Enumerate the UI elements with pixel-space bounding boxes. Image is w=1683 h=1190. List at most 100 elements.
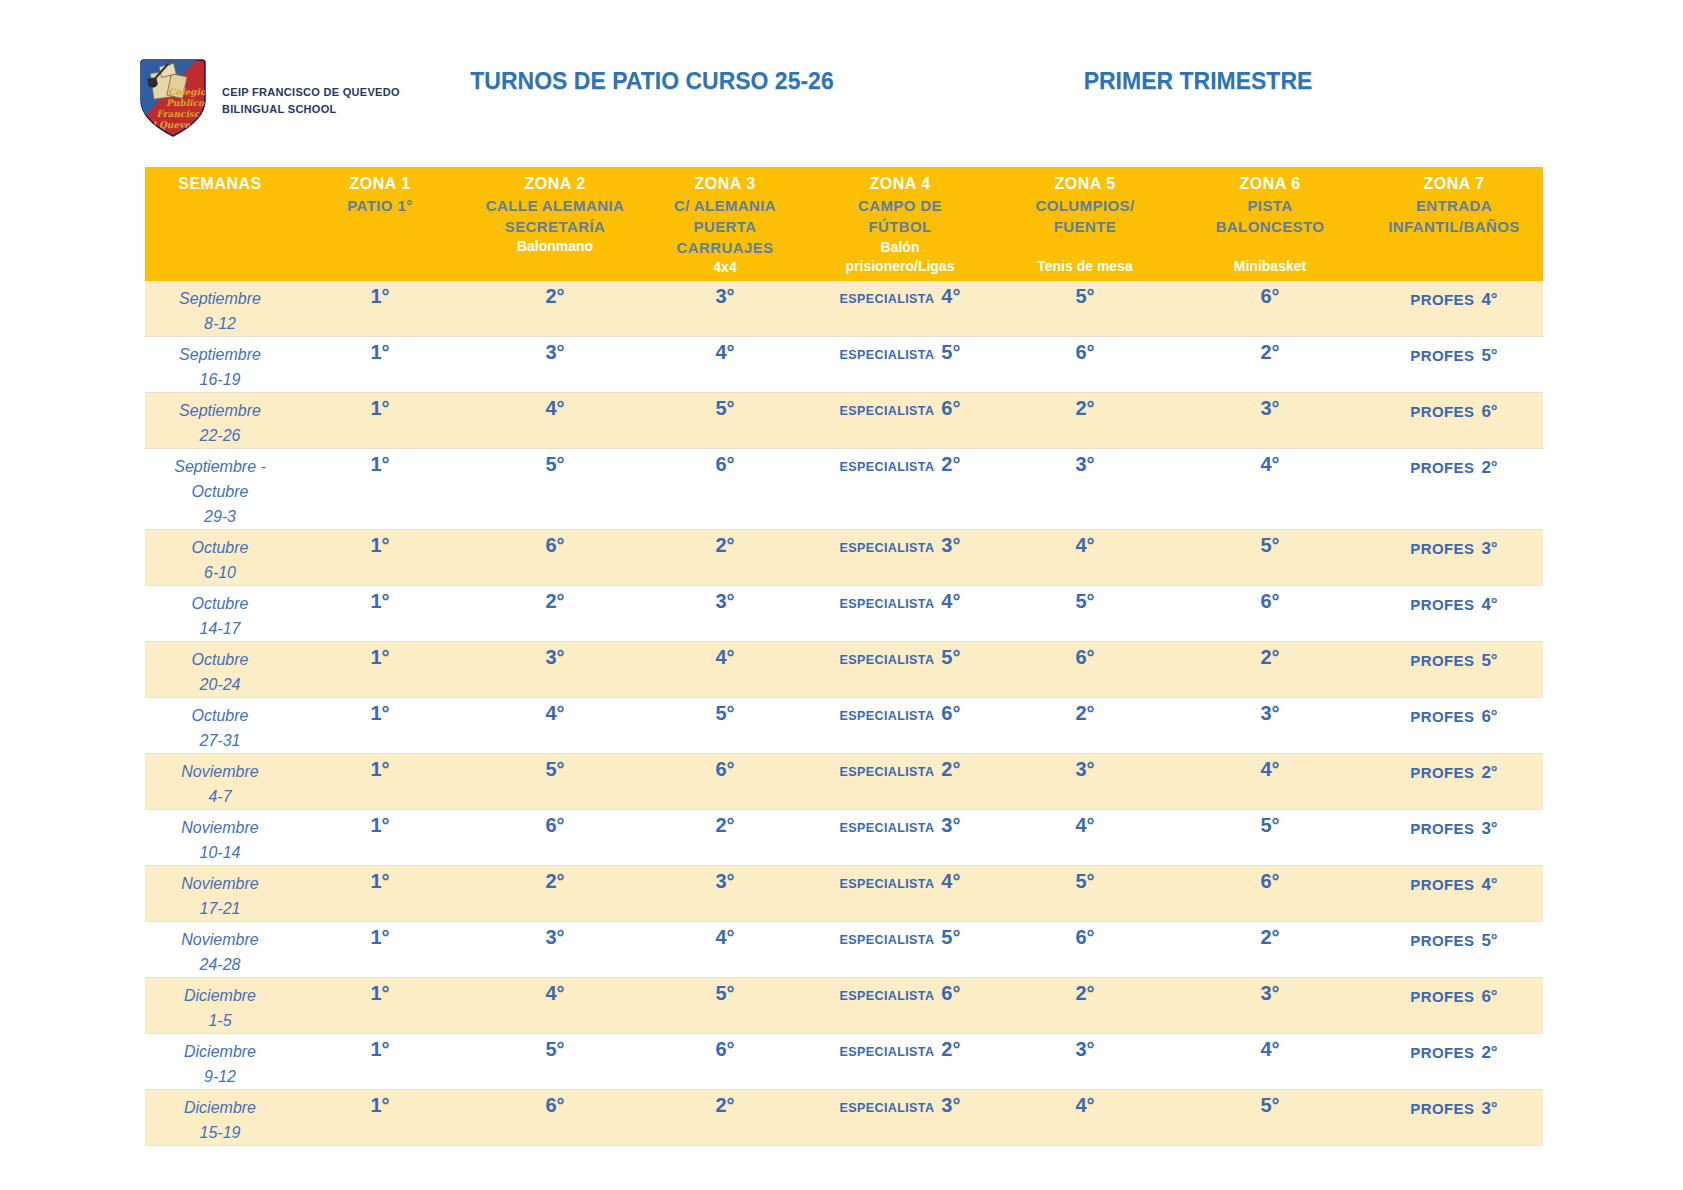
zona3-cell: 5° — [645, 393, 805, 448]
column-header: ZONA 6 PISTA BALONCESTO Minibasket — [1175, 167, 1365, 281]
zona2-cell: 4° — [465, 978, 645, 1033]
zona5-cell: 4° — [995, 810, 1175, 865]
zona7-cell: PROFES 3° — [1365, 1090, 1543, 1145]
profes-label: PROFES — [1410, 590, 1474, 613]
zona7-cell: PROFES 6° — [1365, 393, 1543, 448]
especialista-label: ESPECIALISTA — [840, 460, 935, 474]
profes-label: PROFES — [1410, 1094, 1474, 1117]
zona7-cell: PROFES 2° — [1365, 1034, 1543, 1089]
zona4-cell: ESPECIALISTA 5° — [805, 922, 995, 977]
zona6-cell: 6° — [1175, 586, 1365, 641]
zona2-cell: 6° — [465, 530, 645, 585]
table-row: Noviembre 17-21 1° 2° 3° ESPECIALISTA 4°… — [145, 866, 1543, 922]
zona1-cell: 1° — [295, 393, 465, 448]
zona2-cell: 4° — [465, 393, 645, 448]
profes-label: PROFES — [1410, 982, 1474, 1005]
table-row: Noviembre 4-7 1° 5° 6° ESPECIALISTA 2° 3… — [145, 754, 1543, 810]
zona6-cell: 4° — [1175, 449, 1365, 529]
zona4-cell: ESPECIALISTA 3° — [805, 810, 995, 865]
zona6-cell: 3° — [1175, 978, 1365, 1033]
zona7-cell: PROFES 6° — [1365, 978, 1543, 1033]
profes-grade: 2° — [1481, 1043, 1497, 1063]
zona7-cell: PROFES 4° — [1365, 281, 1543, 336]
zona4-cell: ESPECIALISTA 2° — [805, 754, 995, 809]
zona4-cell: ESPECIALISTA 2° — [805, 1034, 995, 1089]
zona2-cell: 4° — [465, 698, 645, 753]
especialista-label: ESPECIALISTA — [840, 709, 935, 723]
table-row: Diciembre 9-12 1° 5° 6° ESPECIALISTA 2° … — [145, 1034, 1543, 1090]
table-row: Diciembre 15-19 1° 6° 2° ESPECIALISTA 3°… — [145, 1090, 1543, 1146]
zona2-cell: 5° — [465, 754, 645, 809]
especialista-grade: 3° — [941, 814, 960, 837]
table-row: Diciembre 1-5 1° 4° 5° ESPECIALISTA 6° 2… — [145, 978, 1543, 1034]
week-cell: Diciembre 1-5 — [145, 978, 295, 1033]
zona1-cell: 1° — [295, 922, 465, 977]
especialista-grade: 5° — [941, 341, 960, 364]
profes-label: PROFES — [1410, 453, 1474, 476]
zona4-cell: ESPECIALISTA 4° — [805, 281, 995, 336]
zona4-cell: ESPECIALISTA 4° — [805, 866, 995, 921]
zona5-cell: 6° — [995, 337, 1175, 392]
zona6-cell: 3° — [1175, 698, 1365, 753]
table-row: Octubre 27-31 1° 4° 5° ESPECIALISTA 6° 2… — [145, 698, 1543, 754]
profes-label: PROFES — [1410, 814, 1474, 837]
column-header: ZONA 3 C/ ALEMANIA PUERTA CARRUAJES 4x4 — [645, 167, 805, 281]
profes-label: PROFES — [1410, 646, 1474, 669]
zona3-cell: 6° — [645, 449, 805, 529]
table-header-row: SEMANAS ZONA 1 PATIO 1° ZONA 2 CALLE ALE… — [145, 167, 1543, 281]
zona5-cell: 3° — [995, 449, 1175, 529]
week-cell: Diciembre 15-19 — [145, 1090, 295, 1145]
school-name-line2: BILINGUAL SCHOOL — [222, 101, 400, 118]
zone-activity-label: 4x4 — [713, 258, 736, 277]
week-cell: Septiembre 22-26 — [145, 393, 295, 448]
table-row: Octubre 6-10 1° 6° 2° ESPECIALISTA 3° 4°… — [145, 530, 1543, 586]
zona7-cell: PROFES 3° — [1365, 530, 1543, 585]
zona6-cell: 2° — [1175, 922, 1365, 977]
profes-grade: 3° — [1481, 539, 1497, 559]
especialista-label: ESPECIALISTA — [840, 541, 935, 555]
zona2-cell: 6° — [465, 810, 645, 865]
week-cell: Noviembre 17-21 — [145, 866, 295, 921]
zona5-cell: 4° — [995, 530, 1175, 585]
zona6-cell: 2° — [1175, 642, 1365, 697]
zona3-cell: 2° — [645, 530, 805, 585]
zona2-cell: 2° — [465, 866, 645, 921]
profes-label: PROFES — [1410, 702, 1474, 725]
especialista-grade: 4° — [941, 590, 960, 613]
especialista-label: ESPECIALISTA — [840, 597, 935, 611]
especialista-grade: 3° — [941, 1094, 960, 1117]
zona4-cell: ESPECIALISTA 4° — [805, 586, 995, 641]
especialista-label: ESPECIALISTA — [840, 933, 935, 947]
zone-location-label: ENTRADA INFANTIL/BAÑOS — [1388, 195, 1519, 237]
school-name-line1: CEIP FRANCISCO DE QUEVEDO — [222, 84, 400, 101]
zona6-cell: 4° — [1175, 1034, 1365, 1089]
logo-line-2: Publico — [166, 98, 205, 108]
column-header: ZONA 5 COLUMPIOS/ FUENTE Tenis de mesa — [995, 167, 1175, 281]
especialista-label: ESPECIALISTA — [840, 765, 935, 779]
zona7-cell: PROFES 3° — [1365, 810, 1543, 865]
page: Colegio Publico Francisco d Quevedo CEIP… — [0, 0, 1683, 1190]
zona7-cell: PROFES 2° — [1365, 449, 1543, 529]
zona3-cell: 4° — [645, 337, 805, 392]
profes-grade: 4° — [1481, 290, 1497, 310]
especialista-grade: 5° — [941, 646, 960, 669]
zona6-cell: 5° — [1175, 530, 1365, 585]
zone-location-label: CALLE ALEMANIA SECRETARÍA — [486, 195, 624, 237]
zone-label: SEMANAS — [178, 174, 262, 194]
week-cell: Octubre 20-24 — [145, 642, 295, 697]
zone-location-label: PATIO 1° — [347, 195, 412, 216]
table-row: Septiembre 22-26 1° 4° 5° ESPECIALISTA 6… — [145, 393, 1543, 449]
zona1-cell: 1° — [295, 810, 465, 865]
column-header: ZONA 2 CALLE ALEMANIA SECRETARÍA Balonma… — [465, 167, 645, 281]
zona6-cell: 6° — [1175, 281, 1365, 336]
week-cell: Noviembre 10-14 — [145, 810, 295, 865]
zone-label: ZONA 3 — [694, 174, 755, 194]
trimester-title: PRIMER TRIMESTRE — [1084, 68, 1313, 95]
zona1-cell: 1° — [295, 754, 465, 809]
especialista-grade: 2° — [941, 758, 960, 781]
zona4-cell: ESPECIALISTA 6° — [805, 393, 995, 448]
zone-label: ZONA 2 — [524, 174, 585, 194]
especialista-grade: 2° — [941, 453, 960, 476]
zona5-cell: 2° — [995, 393, 1175, 448]
profes-grade: 3° — [1481, 1099, 1497, 1119]
